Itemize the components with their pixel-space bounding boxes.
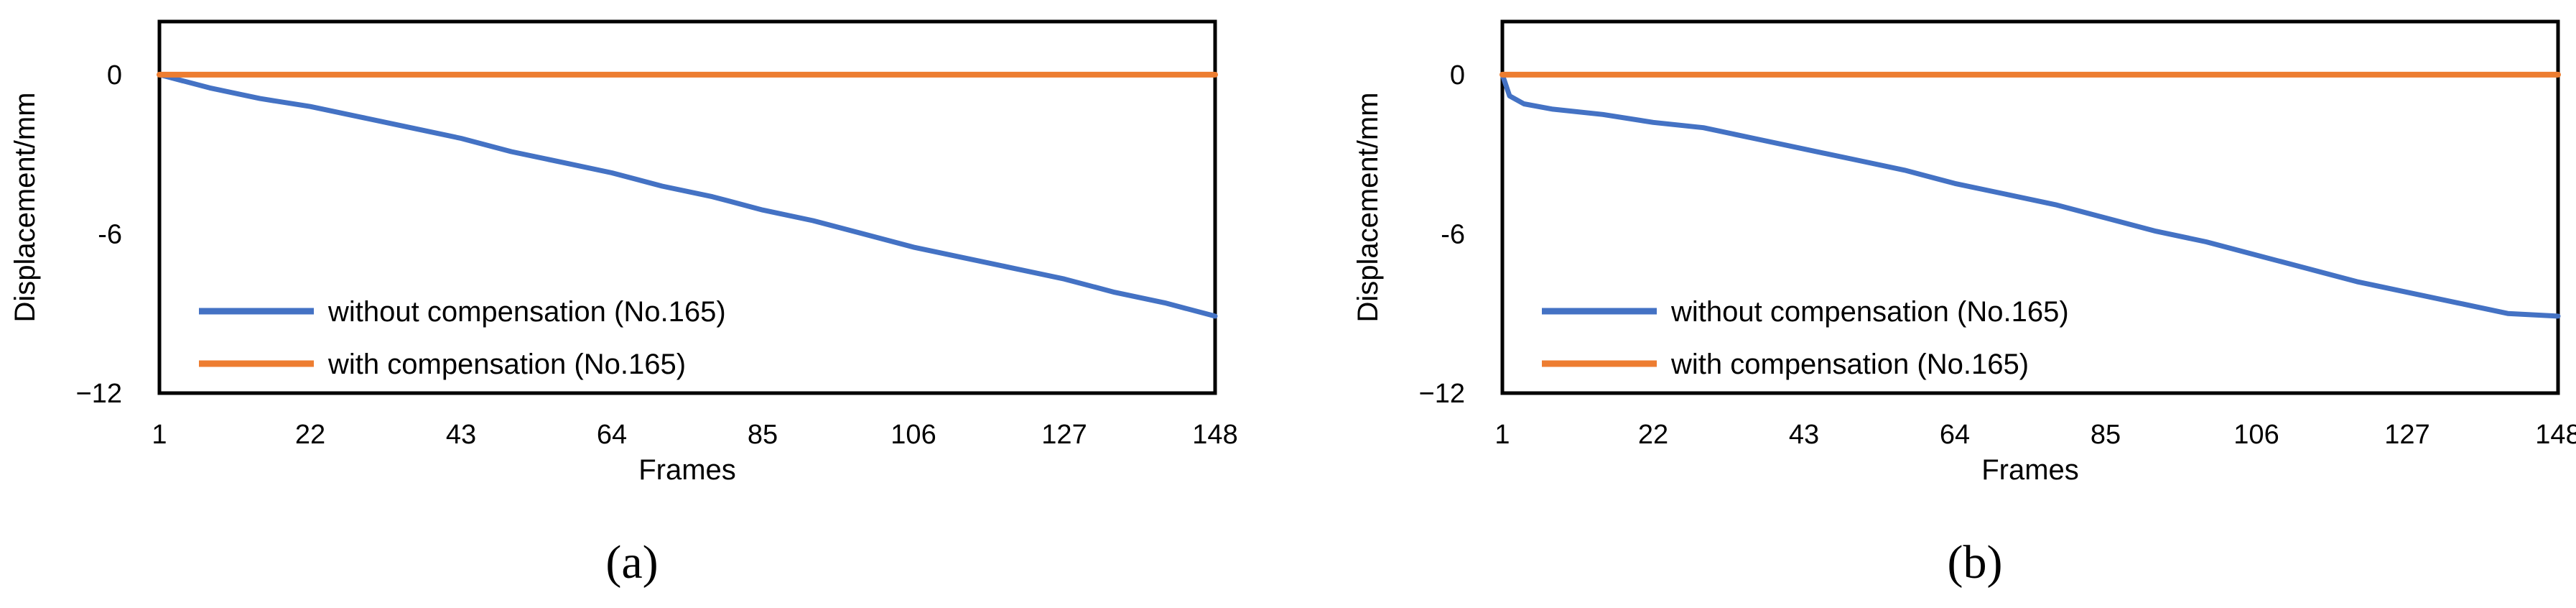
legend-label: with compensation (No.165)	[327, 349, 686, 380]
y-tick-label: −12	[76, 379, 122, 409]
chart-panel-a: 0 -6 −12 1 22 43 64 85 106 127 148 Frames Displaceme…	[9, 19, 1238, 589]
x-tick-label: 64	[597, 420, 627, 450]
y-tick-label: 0	[107, 60, 122, 91]
y-tick-label: 0	[1450, 60, 1465, 91]
x-tick-label: 85	[748, 420, 778, 450]
y-tick-label: −12	[1419, 379, 1465, 409]
x-axis-title: Frames	[1981, 454, 2079, 486]
y-axis-title: Displacement/mm	[9, 92, 41, 322]
legend-label: without compensation (No.165)	[1670, 296, 2069, 328]
y-tick-label: -6	[1441, 219, 1465, 249]
x-tick-label: 106	[891, 420, 936, 450]
panel-caption: (b)	[1948, 536, 2003, 589]
legend: without compensation (No.165) with compen…	[199, 296, 726, 380]
plot-frame	[157, 19, 1217, 395]
legend-label: with compensation (No.165)	[1670, 349, 2029, 380]
legend: without compensation (No.165) with compen…	[1542, 296, 2069, 380]
plot-frame	[1500, 19, 2560, 395]
x-tick-label: 22	[1638, 420, 1668, 450]
x-tick-label: 106	[2233, 420, 2279, 450]
chart-panel-b: 0 -6 −12 1 22 43 64 85 106 127 148 Frames Displaceme…	[1352, 19, 2576, 589]
series-line-without-compensation	[1499, 72, 2561, 319]
x-tick-label: 1	[1494, 420, 1510, 450]
series-line-without-compensation	[157, 72, 1218, 319]
panel-caption: (a)	[605, 536, 658, 589]
x-tick-label: 43	[1789, 420, 1819, 450]
x-tick-label: 148	[1192, 420, 1237, 450]
y-axis-title: Displacement/mm	[1352, 92, 1384, 322]
x-tick-label: 64	[1940, 420, 1970, 450]
x-tick-label: 43	[446, 420, 476, 450]
x-tick-label: 85	[2091, 420, 2121, 450]
x-tick-label: 148	[2535, 420, 2576, 450]
x-tick-label: 127	[1041, 420, 1087, 450]
y-tick-label: -6	[98, 219, 122, 249]
legend-label: without compensation (No.165)	[327, 296, 726, 328]
x-tick-label: 22	[295, 420, 325, 450]
x-axis-title: Frames	[638, 454, 736, 486]
x-tick-label: 1	[152, 420, 167, 450]
x-tick-label: 127	[2384, 420, 2429, 450]
